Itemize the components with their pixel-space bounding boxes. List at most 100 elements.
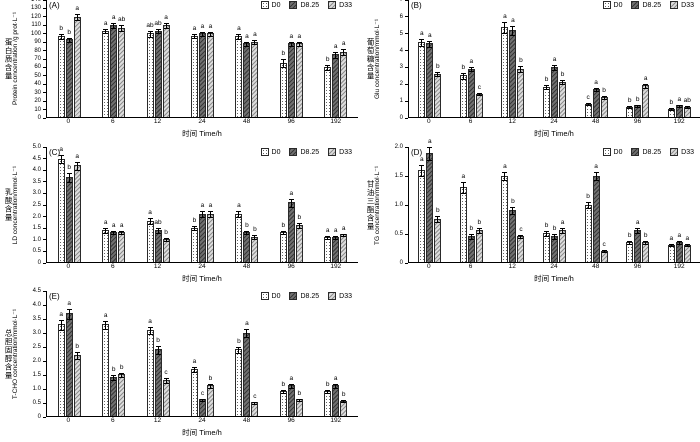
significance-letter: b [67, 164, 72, 172]
significance-letter: a [333, 42, 338, 50]
y-tick-mark [43, 7, 46, 9]
error-bar [252, 40, 258, 46]
y-tick-label: 0 [37, 260, 41, 266]
bar-D8.25-6h: a [467, 58, 475, 117]
bar-group-0h: a a b [409, 138, 451, 262]
bar-D8.25-24h: a [551, 56, 559, 117]
x-tick-label: 24 [198, 263, 206, 270]
error-bar [468, 234, 474, 241]
y-tick-mark [43, 402, 46, 404]
panel-label: (D) [411, 148, 423, 157]
significance-letter: a [103, 219, 108, 227]
y-tick-mark [405, 100, 408, 102]
y-tick-label: 20 [34, 98, 41, 105]
error-bar [58, 319, 64, 332]
significance-letter: ab [146, 22, 154, 30]
x-tick-label: 96 [287, 263, 295, 270]
significance-letter: a [341, 224, 346, 232]
x-tick-label: 0 [427, 263, 431, 270]
y-tick-mark [405, 146, 408, 148]
y-tick-label: 2.0 [32, 213, 41, 220]
legend-item-D0: D0 [260, 148, 280, 156]
error-bar [435, 216, 441, 224]
significance-letter: a [419, 29, 424, 37]
significance-letter: b [253, 226, 257, 234]
error-bar [585, 202, 591, 209]
legend-swatch-D33 [328, 148, 337, 156]
significance-letter: a [237, 202, 241, 210]
significance-letter: b [635, 95, 640, 103]
error-bar [510, 26, 516, 37]
significance-letter: b [586, 193, 590, 201]
y-tick-mark [43, 75, 46, 77]
x-tick-label: 0 [66, 118, 71, 125]
bar-D8.25-48h: a [592, 79, 600, 117]
bar-D0-0h: a [418, 30, 426, 117]
error-bar [111, 22, 117, 30]
legend-swatch-D8.25 [631, 1, 640, 9]
legend-item-D0: D0 [602, 1, 622, 9]
significance-letter: a [192, 357, 197, 365]
significance-letter: a [75, 152, 80, 160]
bar-D33-48h: b [251, 227, 259, 262]
y-tick-mark [43, 0, 46, 1]
y-tick-label: 0 [37, 115, 41, 121]
x-tick-label: 192 [330, 417, 342, 424]
plot-area: (C) D0 D8.25 D33 a b a a a a a ab b b a a a b b b a b a a a [46, 146, 358, 263]
error-bar [552, 64, 558, 72]
bar-groups: a a b b a c a a b b a b c a b b b a b a ab [409, 0, 700, 117]
chart-panel-glucose: 葡萄糖含量 Glu concentration/mmol·L⁻¹ 0 1 2 3 4 5 6 7(… [362, 0, 700, 142]
significance-letter: b [325, 380, 330, 388]
significance-letter: a [148, 317, 152, 325]
bar-D8.25-12h: ab [154, 220, 162, 262]
significance-letter: b [59, 24, 64, 32]
significance-letter: b [119, 363, 124, 371]
bar-D8.25-192h: a [675, 96, 683, 117]
y-axis: 0 0.5 1.0 1.5 2.0 2.5 3.0 3.5 4.0 4.5 [24, 288, 46, 420]
y-tick-mark [405, 262, 408, 264]
significance-letter: b [669, 99, 674, 107]
y-tick-label: 130 [30, 5, 41, 12]
y-tick-mark [43, 83, 46, 85]
significance-letter: a [67, 299, 72, 307]
y-tick-label: 1.0 [32, 236, 41, 243]
bar-D0-12h: a [501, 13, 509, 117]
x-tick-label: 192 [673, 263, 685, 270]
bar-D33-192h: a [340, 225, 348, 262]
significance-letter: a [503, 12, 507, 20]
legend-item-D0: D0 [260, 292, 281, 300]
x-axis: 0 6 12 24 48 96 192 时间 Time/h [408, 263, 700, 287]
significance-letter: b [281, 50, 286, 58]
significance-letter: b [297, 214, 302, 222]
legend-label-D8.25: D8.25 [300, 148, 320, 156]
error-bar [280, 59, 286, 69]
error-bar [119, 372, 125, 379]
error-bar [435, 72, 441, 78]
error-bar [288, 41, 294, 48]
significance-letter: a [297, 32, 302, 40]
legend-label-D0: D0 [271, 292, 281, 300]
bar-D33-96h: b [295, 390, 303, 416]
y-tick-mark [405, 16, 408, 18]
error-bar [199, 211, 205, 219]
y-tick-label: 120 [30, 13, 41, 20]
bar-D8.25-96h: a [634, 220, 642, 262]
significance-letter: a [245, 32, 249, 40]
error-bar [668, 244, 674, 249]
y-tick-label: 80 [34, 47, 41, 54]
chart-panel-cholesterol: 总胆固醇含量 T-CHO concentration/mmol·L⁻¹ 0 0.5 1.… [0, 288, 358, 441]
y-axis-title-zh: 甘油三酯含量 [366, 179, 376, 231]
legend-item-D8.25: D8.25 [631, 1, 661, 9]
legend-swatch-D8.25 [289, 1, 298, 9]
y-tick-mark [43, 192, 46, 194]
x-tick-labels: 0 6 12 24 48 96 192 [46, 263, 358, 271]
significance-letter: a [341, 40, 346, 48]
error-bar [419, 38, 425, 48]
legend: D0 D8.25 D33 [260, 292, 352, 300]
error-bar [333, 235, 339, 240]
error-bar [518, 234, 524, 240]
